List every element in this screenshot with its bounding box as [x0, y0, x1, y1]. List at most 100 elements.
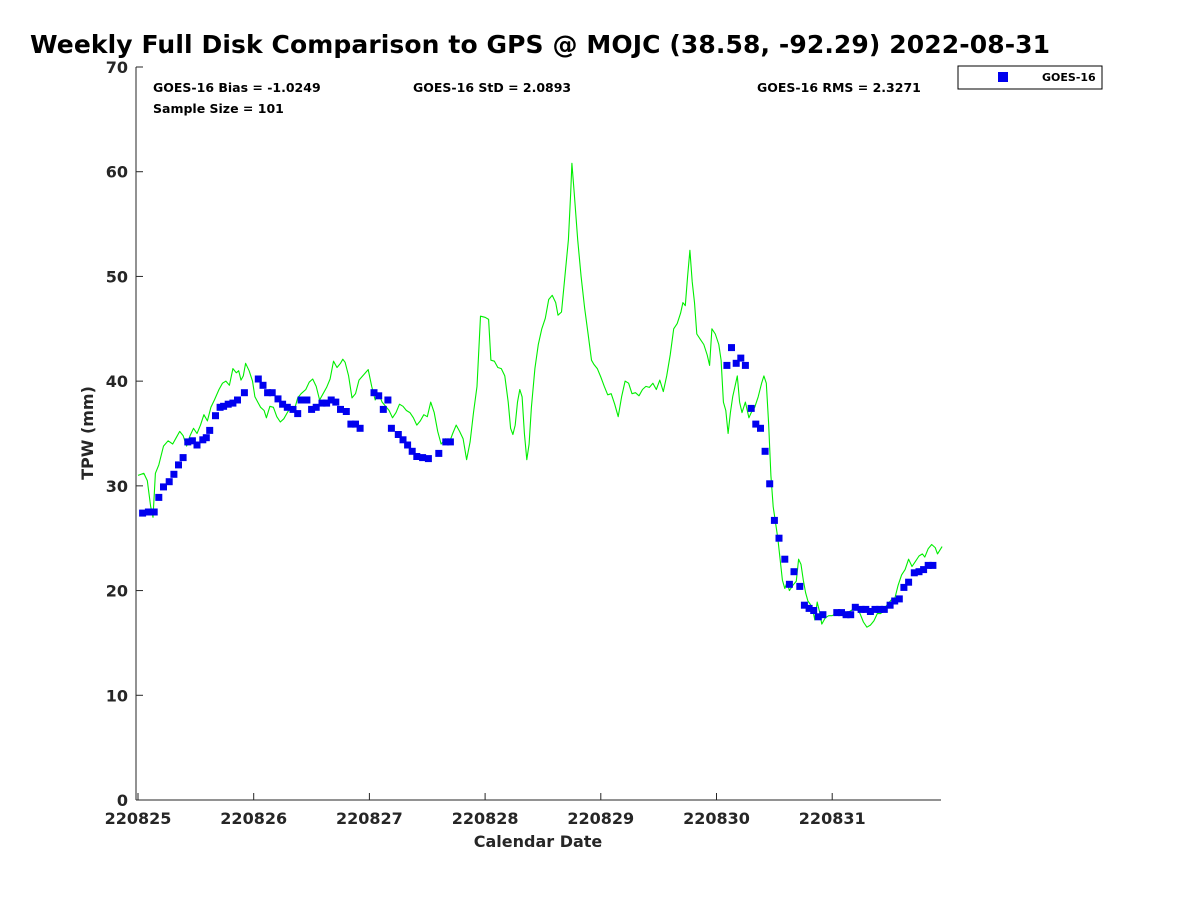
goes-16-point: [728, 344, 735, 352]
goes-16-point: [264, 389, 272, 397]
goes-16-point: [259, 381, 267, 389]
goes-16-point: [775, 534, 783, 542]
goes-16-point: [413, 453, 421, 460]
y-tick-label: 20: [106, 582, 128, 601]
goes-16-point: [842, 611, 850, 619]
goes-16-point: [375, 392, 383, 400]
goes-16-point: [805, 604, 813, 612]
goes-16-point: [770, 516, 778, 524]
goes-16-point: [283, 403, 291, 411]
goes-16-point: [752, 420, 760, 428]
goes-16-point: [254, 375, 262, 383]
goes-16-point: [370, 389, 378, 397]
sample-size-stat: Sample Size = 101: [153, 101, 284, 116]
goes-16-point: [387, 424, 395, 432]
axes: 0 10 20 30 40 50 60 70 220825 220826 220827 220828 2…: [105, 58, 941, 828]
x-axis-label: Calendar Date: [474, 832, 603, 851]
goes-16-point: [234, 396, 241, 404]
goes-16-point: [851, 603, 859, 611]
goes-16-point: [179, 454, 187, 462]
goes-16-point: [337, 405, 344, 413]
goes-16-point: [342, 408, 350, 415]
goes-16-point: [206, 426, 214, 434]
goes-16-point: [394, 431, 402, 438]
goes-16-point: [895, 595, 903, 603]
chart-title: Weekly Full Disk Comparison to GPS @ MOJ…: [30, 30, 1051, 59]
goes-16-point: [175, 461, 182, 469]
y-tick-label: 40: [106, 372, 128, 391]
goes-16-point: [356, 424, 364, 432]
goes-16-point: [332, 398, 340, 406]
goes-16-point: [274, 395, 282, 403]
goes-16-point: [833, 609, 841, 617]
goes-16-point: [193, 441, 201, 449]
goes-16-point: [741, 361, 749, 369]
x-tick-label: 220826: [220, 809, 287, 828]
goes-16-point: [160, 483, 167, 491]
goes-16-point: [790, 568, 798, 576]
goes-16-point: [819, 611, 827, 619]
goes-16-point: [757, 424, 764, 432]
goes-16-point: [408, 447, 416, 455]
goes-16-point: [723, 361, 731, 369]
goes-16-point: [761, 447, 769, 455]
goes-16-point: [404, 441, 412, 449]
goes-16-point: [399, 436, 407, 444]
y-tick-label: 70: [106, 58, 128, 77]
goes-16-point: [847, 611, 855, 619]
goes-16-point: [188, 437, 196, 445]
goes-16-point: [886, 601, 894, 609]
goes-16-point: [876, 605, 884, 613]
bias-stat: GOES-16 Bias = -1.0249: [153, 80, 321, 95]
goes-16-point: [294, 410, 302, 418]
y-tick-label: 10: [106, 686, 128, 705]
x-tick-label: 220825: [105, 809, 172, 828]
goes-16-point: [312, 403, 320, 411]
goes-16-point: [915, 568, 923, 576]
goes-16-point: [327, 396, 335, 404]
goes-16-point: [814, 613, 822, 621]
goes-16-point: [910, 569, 918, 577]
goes-16-point: [279, 400, 287, 408]
goes-16-point: [442, 438, 450, 446]
goes-16-point: [435, 449, 443, 457]
y-tick-label: 0: [117, 791, 128, 810]
goes-16-point: [170, 470, 178, 478]
goes-16-point: [924, 561, 932, 569]
goes-16-point: [785, 580, 793, 588]
goes-16-point: [268, 389, 276, 397]
goes-16-point: [297, 396, 305, 404]
x-tick-label: 220829: [567, 809, 634, 828]
legend-label: GOES-16: [1042, 71, 1096, 84]
goes-16-point: [308, 405, 316, 413]
goes-16-point: [732, 359, 740, 367]
goes-16-point: [796, 582, 804, 590]
gps-line-path: [137, 162, 943, 628]
goes-16-point: [862, 605, 870, 613]
goes-16-point: [900, 583, 908, 591]
goes-16-series: [139, 344, 937, 621]
goes-16-point: [838, 609, 845, 617]
goes-16-point: [929, 561, 937, 569]
goes-16-point: [303, 396, 311, 404]
std-stat: GOES-16 StD = 2.0893: [413, 80, 571, 95]
goes-16-point: [737, 354, 745, 362]
x-tick-label: 220831: [799, 809, 866, 828]
goes-16-point: [323, 399, 331, 407]
legend-marker: [998, 72, 1008, 82]
x-tick-label: 220828: [452, 809, 519, 828]
goes-16-point: [352, 420, 359, 428]
goes-16-point: [165, 478, 173, 486]
goes-16-point: [347, 420, 355, 428]
y-tick-label: 60: [106, 163, 128, 182]
goes-16-point: [419, 454, 427, 462]
goes-16-point: [880, 605, 888, 613]
goes-16-point: [224, 400, 232, 408]
goes-16-point: [857, 605, 865, 613]
goes-16-point: [800, 601, 808, 609]
goes-16-point: [781, 555, 789, 563]
goes-16-point: [240, 389, 248, 397]
x-tick-label: 220830: [683, 809, 750, 828]
goes-16-point: [144, 508, 152, 516]
